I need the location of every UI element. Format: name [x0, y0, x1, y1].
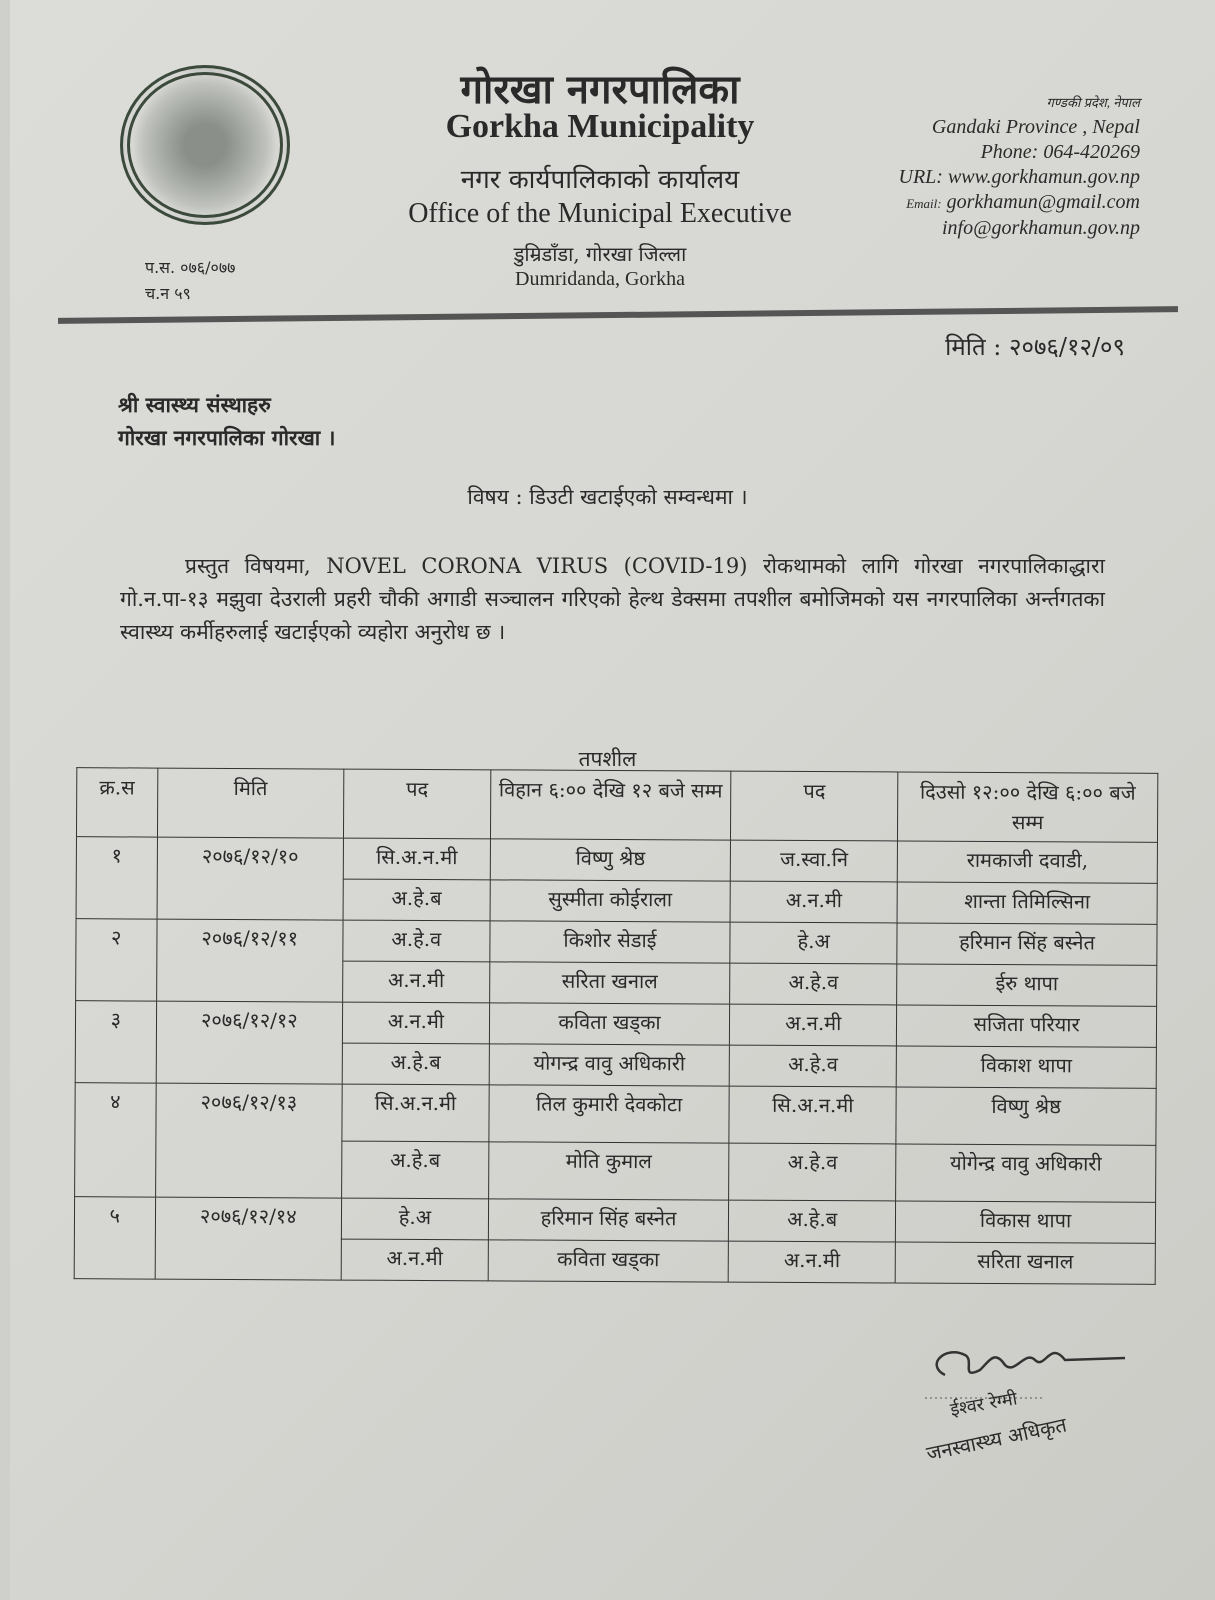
date-cell: २०७६/१२/१४: [154, 1197, 342, 1281]
email-2: info@gorkhamun.gov.np: [941, 217, 1140, 239]
table-row: ३ २०७६/१२/१२ अ.न.मी कविता खड्का अ.न.मी सजिता …: [75, 1000, 1157, 1085]
morning-staff-cell: विष्णु श्रेष्ठ: [490, 838, 731, 882]
phone: Phone: 064-420269: [980, 141, 1140, 163]
duty-table: क्र.स मिति पद विहान ६:०० देखि १२ बजे सम्म पद…: [74, 767, 1159, 1285]
afternoon-staff-cell: हरिमान सिंह बस्नेत: [896, 922, 1158, 966]
morning-staff-cell: कविता खड्का: [487, 1239, 729, 1283]
reference-numbers: प.स. ०७६/०७७ च.न ५९: [145, 255, 235, 307]
serial-cell: १: [76, 836, 158, 920]
contact-block: गण्डकी प्रदेश, नेपाल Gandaki Province , …: [899, 90, 1140, 241]
morning-post-cell: हे.अ: [341, 1198, 489, 1240]
addressee-line: श्री स्वास्थ्य संस्थाहरु: [118, 392, 271, 417]
morning-post-cell: अ.हे.ब: [343, 879, 491, 921]
afternoon-staff-cell: शान्ता तिमिल्सिना: [897, 881, 1158, 925]
afternoon-staff-cell: ईरु थापा: [896, 963, 1157, 1007]
afternoon-post-cell: ज.स्वा.नि: [730, 840, 898, 882]
table-row: २ २०७६/१२/११ अ.हे.व किशोर सेडाई हे.अ हरिमान स…: [75, 918, 1158, 1003]
morning-staff-cell: योगन्द्र वावु अधिकारी: [488, 1043, 730, 1087]
email-label: Email:: [906, 196, 942, 211]
title-english: Gorkha Municipality: [445, 108, 755, 145]
ref-cn: च.न ५९: [145, 284, 191, 303]
province-english: Gandaki Province , Nepal: [931, 116, 1140, 138]
location-english: Dumridanda, Gorkha: [515, 268, 685, 290]
afternoon-post-cell: अ.हे.व: [729, 1045, 897, 1087]
column-header: विहान ६:०० देखि १२ बजे सम्म: [490, 769, 732, 841]
serial-cell: ४: [74, 1082, 156, 1198]
morning-post-cell: सि.अ.न.मी: [341, 1084, 489, 1142]
morning-post-cell: अ.न.मी: [341, 1239, 489, 1281]
afternoon-post-cell: अ.न.मी: [730, 881, 898, 923]
afternoon-staff-cell: सरिता खनाल: [895, 1241, 1156, 1285]
office-english: Office of the Municipal Executive: [408, 198, 792, 229]
signature: [925, 1351, 1126, 1399]
province-nepali: गण्डकी प्रदेश, नेपाल: [1046, 95, 1140, 110]
afternoon-post-cell: अ.हे.व: [729, 963, 897, 1005]
morning-post-cell: अ.हे.ब: [341, 1141, 489, 1199]
title-nepali: गोरखा नगरपालिका: [460, 66, 740, 113]
table-row: १ २०७६/१२/१० सि.अ.न.मी विष्णु श्रेष्ठ ज.स्वा…: [76, 836, 1158, 921]
column-header: क्र.स: [76, 767, 158, 838]
addressee-line: गोरखा नगरपालिका गोरखा ।: [118, 425, 336, 450]
date-cell: २०७६/१२/१२: [155, 1001, 343, 1085]
morning-staff-cell: सुस्मीता कोईराला: [489, 879, 731, 923]
afternoon-post-cell: सि.अ.न.मी: [729, 1086, 897, 1144]
afternoon-post-cell: अ.हे.व: [728, 1143, 897, 1201]
column-header: पद: [730, 771, 898, 841]
morning-staff-cell: तिल कुमारी देवकोटा: [488, 1084, 730, 1144]
nepal-emblem-logo: [120, 65, 290, 225]
location-nepali: डुम्रिडाँडा, गोरखा जिल्ला: [513, 242, 687, 266]
letter-date: मिति : २०७६/१२/०९: [945, 333, 1125, 361]
serial-cell: ५: [74, 1196, 156, 1280]
office-nepali: नगर कार्यपालिकाको कार्यालय: [460, 165, 740, 195]
column-header: मिति: [157, 768, 344, 839]
morning-staff-cell: कविता खड्का: [489, 1002, 730, 1046]
table-row: ४ २०७६/१२/१३ सि.अ.न.मी तिल कुमारी देवकोटा सि…: [74, 1082, 1157, 1199]
date-cell: २०७६/१२/१०: [156, 837, 344, 921]
afternoon-staff-cell: विष्णु श्रेष्ठ: [896, 1086, 1157, 1146]
afternoon-staff-cell: विकाश थापा: [896, 1045, 1157, 1089]
afternoon-staff-cell: रामकाजी दवाडी,: [897, 840, 1158, 884]
serial-cell: ३: [75, 1000, 157, 1084]
serial-cell: २: [75, 918, 157, 1002]
afternoon-staff-cell: सजिता परियार: [896, 1004, 1157, 1048]
subject: विषय : डिउटी खटाईएको सम्वन्धमा ।: [467, 485, 748, 509]
morning-staff-cell: किशोर सेडाई: [489, 920, 731, 964]
afternoon-post-cell: अ.हे.ब: [728, 1200, 896, 1242]
afternoon-staff-cell: विकास थापा: [895, 1200, 1156, 1244]
letter-paper: [10, 0, 1215, 1600]
ref-ps: प.स. ०७६/०७७: [145, 258, 236, 277]
morning-staff-cell: हरिमान सिंह बस्नेत: [488, 1198, 729, 1242]
afternoon-post-cell: अ.न.मी: [728, 1241, 896, 1283]
afternoon-staff-cell: योगेन्द्र वावु अधिकारी: [895, 1143, 1156, 1203]
column-header: पद: [343, 769, 491, 839]
addressee: श्री स्वास्थ्य संस्थाहरु गोरखा नगरपालिका…: [118, 388, 336, 454]
url: URL: www.gorkhamun.gov.np: [898, 166, 1140, 188]
column-header: दिउसो १२:०० देखि ६:०० बजे सम्म: [897, 771, 1158, 843]
afternoon-post-cell: अ.न.मी: [729, 1004, 897, 1046]
afternoon-post-cell: हे.अ: [730, 922, 898, 964]
morning-staff-cell: सरिता खनाल: [489, 961, 731, 1005]
date-cell: २०७६/१२/११: [156, 919, 344, 1003]
morning-post-cell: अ.हे.ब: [342, 1043, 490, 1085]
morning-post-cell: अ.न.मी: [342, 1002, 490, 1044]
morning-staff-cell: मोति कुमाल: [488, 1141, 730, 1201]
email: gorkhamun@gmail.com: [946, 191, 1140, 213]
date-cell: २०७६/१२/१३: [155, 1083, 343, 1199]
table-row: ५ २०७६/१२/१४ हे.अ हरिमान सिंह बस्नेत अ.हे.ब व…: [74, 1196, 1156, 1281]
body-text: प्रस्तुत विषयमा, NOVEL CORONA VIRUS (COV…: [120, 554, 1105, 644]
table-caption: तपशील: [578, 747, 637, 771]
morning-post-cell: अ.हे.व: [342, 920, 490, 962]
morning-post-cell: अ.न.मी: [342, 961, 490, 1003]
morning-post-cell: सि.अ.न.मी: [343, 838, 491, 880]
